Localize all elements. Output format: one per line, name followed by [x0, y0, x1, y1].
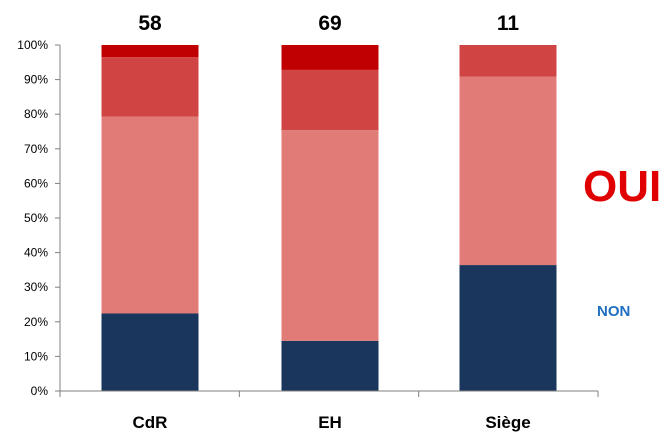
y-tick-label: 20%	[24, 315, 48, 329]
bar-segment	[101, 57, 199, 117]
y-tick-label: 100%	[17, 38, 48, 52]
y-axis-ticks: 0% 10% 20% 30% 40% 50% 60% 70% 80% 90% 100%	[17, 38, 60, 398]
bar-segment	[459, 76, 557, 266]
y-tick-label: 90%	[24, 73, 48, 87]
y-tick-label: 60%	[24, 176, 48, 190]
bar-totals: 58 69 11	[138, 12, 519, 35]
bar-total-label: 69	[318, 12, 341, 35]
x-category-label: Siège	[485, 413, 530, 432]
x-category-label: EH	[318, 413, 342, 432]
bar-segment	[101, 45, 199, 58]
bar-segment	[281, 45, 379, 70]
bar-segment	[459, 45, 557, 77]
y-tick-label: 0%	[31, 384, 49, 398]
oui-annotation: OUI	[583, 162, 660, 211]
y-tick-label: 50%	[24, 211, 48, 225]
y-tick-label: 80%	[24, 107, 48, 121]
bar-segments	[101, 45, 557, 391]
x-category-label: CdR	[133, 413, 168, 432]
y-tick-label: 40%	[24, 246, 48, 260]
non-annotation: NON	[597, 303, 630, 320]
y-tick-label: 10%	[24, 349, 48, 363]
y-tick-label: 70%	[24, 142, 48, 156]
x-axis-labels: CdR EH Siège	[133, 413, 531, 432]
bar-segment	[101, 313, 199, 391]
bar-segment	[101, 116, 199, 314]
y-tick-label: 30%	[24, 280, 48, 294]
bar-segment	[459, 265, 557, 391]
bar-total-label: 58	[138, 12, 162, 35]
bar-segment	[281, 130, 379, 341]
bar-total-label: 11	[497, 12, 520, 35]
bar-segment	[281, 340, 379, 391]
bar-segment	[281, 69, 379, 131]
axes	[59, 45, 599, 397]
